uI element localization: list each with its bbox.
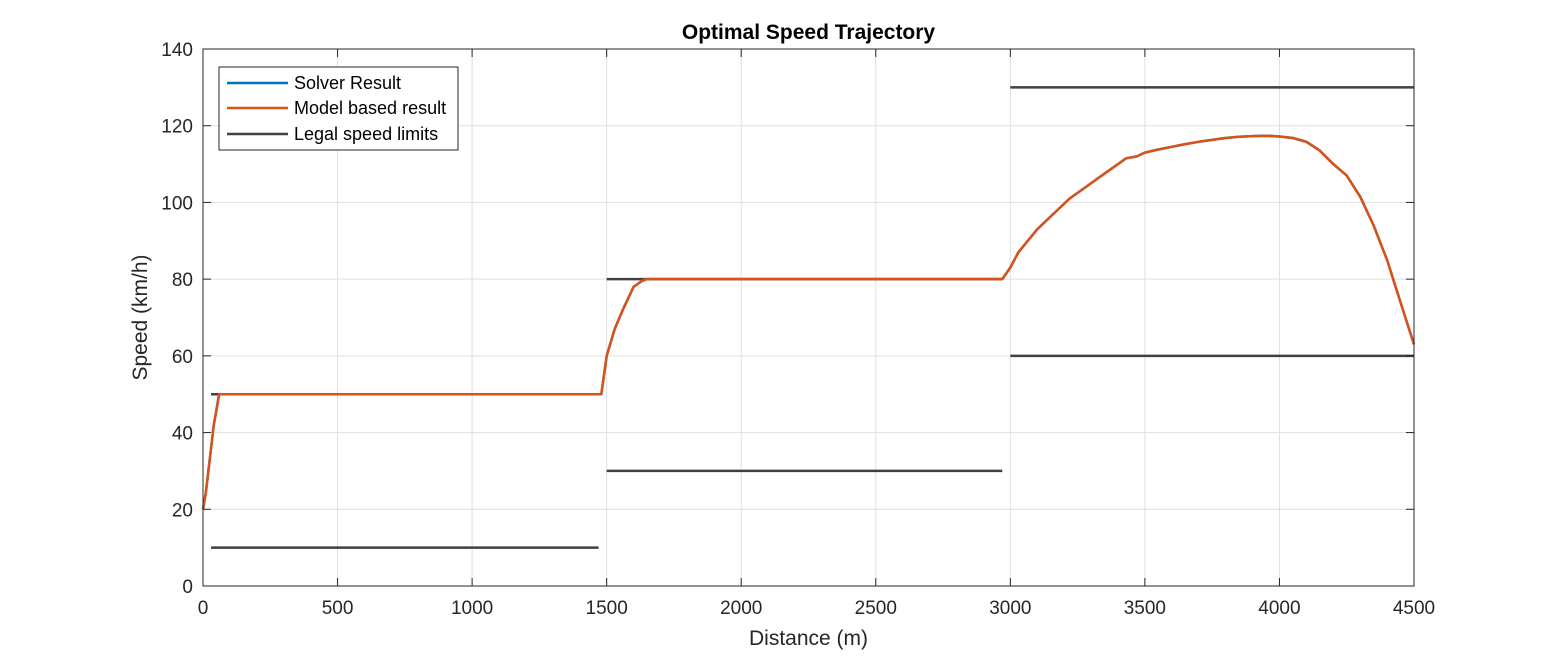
plot-area-border (202, 48, 1415, 587)
y-tick-label: 140 (161, 40, 193, 61)
y-tick-label: 120 (161, 117, 193, 138)
chart-title: Optimal Speed Trajectory (682, 21, 936, 44)
x-tick-label: 1500 (586, 598, 628, 619)
y-tick-label: 0 (182, 577, 193, 598)
x-axis-title: Distance (m) (749, 627, 868, 650)
solver-result-line (201, 134, 1416, 510)
y-tick-label: 60 (172, 347, 193, 368)
x-tick-label: 1000 (451, 598, 493, 619)
y-tick-label: 40 (172, 424, 193, 445)
x-tick-label: 2500 (855, 598, 897, 619)
series-layer (201, 134, 1416, 510)
grid-layer (203, 49, 1414, 586)
y-axis-title: Speed (km/h) (129, 254, 152, 380)
x-tick-label: 0 (198, 598, 209, 619)
y-tick-label: 20 (172, 500, 193, 521)
legend: Solver Result Model based result Legal s… (218, 66, 459, 151)
speed-limits-layer (211, 86, 1414, 549)
legend-label-solver: Solver Result (294, 73, 401, 93)
y-tick-label: 80 (172, 270, 193, 291)
x-tick-label: 500 (322, 598, 354, 619)
legend-label-model: Model based result (294, 98, 446, 118)
ticks-layer: 0 500 1000 1500 2000 2500 3000 3500 4000 4500 0 20 4… (161, 40, 1435, 619)
y-tick-label: 100 (161, 193, 193, 214)
legend-label-limits: Legal speed limits (294, 124, 438, 144)
x-tick-label: 4000 (1258, 598, 1300, 619)
x-tick-label: 3500 (1124, 598, 1166, 619)
x-tick-label: 2000 (720, 598, 762, 619)
x-tick-label: 4500 (1393, 598, 1435, 619)
x-tick-label: 3000 (989, 598, 1031, 619)
model-based-result-line (201, 134, 1416, 510)
